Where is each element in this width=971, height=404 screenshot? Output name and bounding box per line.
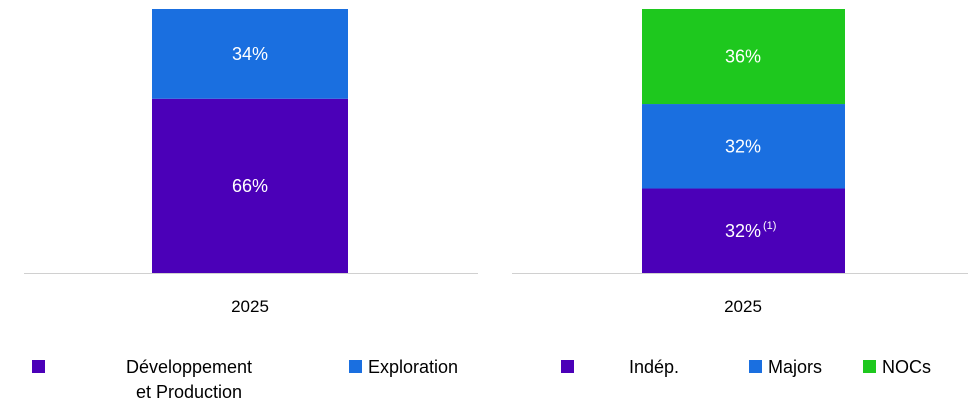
category-label: 2025 <box>724 297 762 316</box>
legend-entry-1: Développement <box>126 357 252 377</box>
data-label-footnote: (1) <box>763 220 776 232</box>
data-label-1: 66% <box>232 176 268 196</box>
bar-segment-1 <box>152 98 348 273</box>
bar-segment-1 <box>642 188 845 273</box>
legend-entry-1: et Production <box>136 382 242 402</box>
bar-segment-2 <box>152 9 348 99</box>
charts-group: 66% 34% 2025 Développement et Production Expl… <box>24 9 968 402</box>
legend-swatch-3 <box>863 360 876 373</box>
data-label-2: 32% <box>725 136 761 156</box>
legend-swatch-2 <box>349 360 362 373</box>
legend-swatch-1 <box>561 360 574 373</box>
category-label: 2025 <box>231 297 269 316</box>
legend-swatch-1 <box>32 360 45 373</box>
legend-entry-2: Exploration <box>368 357 458 377</box>
data-label-3: 36% <box>725 47 761 67</box>
bar-segment-3 <box>642 9 845 105</box>
bar-segment-2 <box>642 104 845 189</box>
chart-panel-1: 66% 34% 2025 Développement et Production Expl… <box>24 9 478 402</box>
legend-swatch-2 <box>749 360 762 373</box>
legend-entry-3: NOCs <box>882 357 931 377</box>
legend-entry-1: Indép. <box>629 357 679 377</box>
data-label-1: 32% <box>725 221 761 241</box>
data-label-2: 34% <box>232 44 268 64</box>
legend-entry-2: Majors <box>768 357 822 377</box>
